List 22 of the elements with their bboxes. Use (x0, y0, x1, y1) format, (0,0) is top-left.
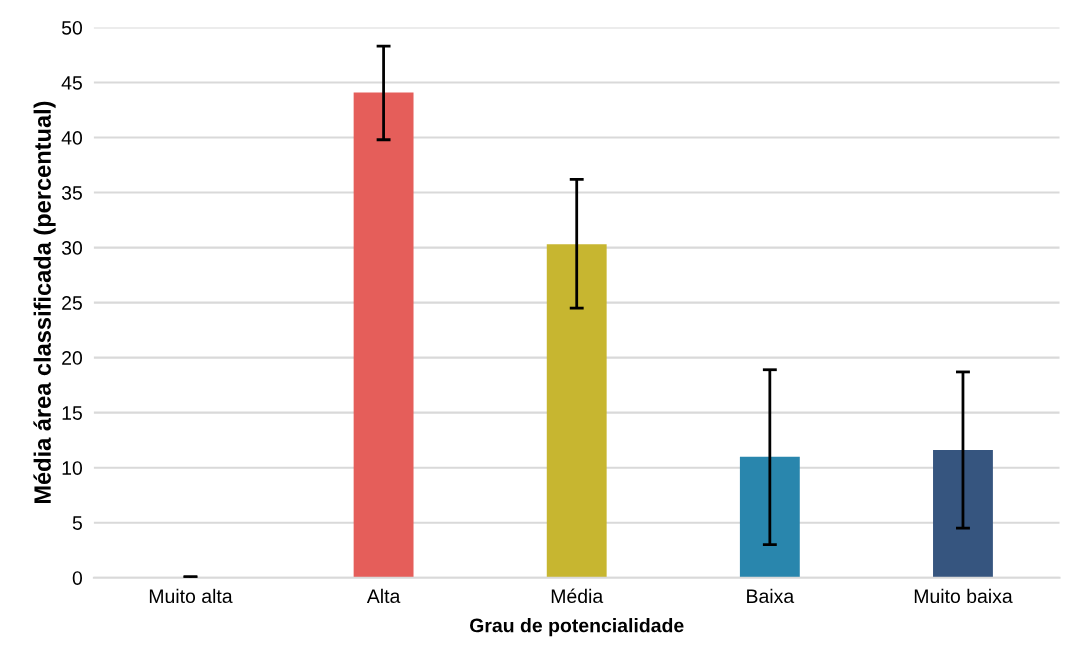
bar (739, 456, 800, 578)
y-tick-label: 50 (61, 20, 83, 35)
y-tick-label: 20 (62, 351, 83, 365)
x-tick-label: Alta (366, 588, 401, 604)
y-tick-label: 25 (62, 296, 82, 310)
x-tick-label: Baixa (747, 588, 795, 604)
y-axis-title: Média área classificada (percentual) (33, 101, 56, 504)
bar (933, 450, 993, 578)
y-tick-label: 5 (72, 516, 82, 530)
bar (546, 244, 607, 578)
y-tick-label: 45 (61, 76, 82, 90)
y-tick-label: 10 (62, 461, 83, 475)
y-tick-label: 40 (61, 131, 83, 145)
x-tick-label: Média (551, 588, 604, 604)
x-tick-label: Muito baixa (914, 588, 1013, 604)
y-tick-label: 30 (61, 241, 83, 255)
bar (353, 92, 414, 578)
x-tick-label: Muito alta (149, 588, 233, 604)
y-tick-label: 0 (72, 571, 83, 585)
y-tick-label: 15 (62, 406, 82, 420)
x-axis-title: Grau de potencialidade (470, 618, 684, 637)
y-tick-label: 35 (61, 186, 82, 200)
